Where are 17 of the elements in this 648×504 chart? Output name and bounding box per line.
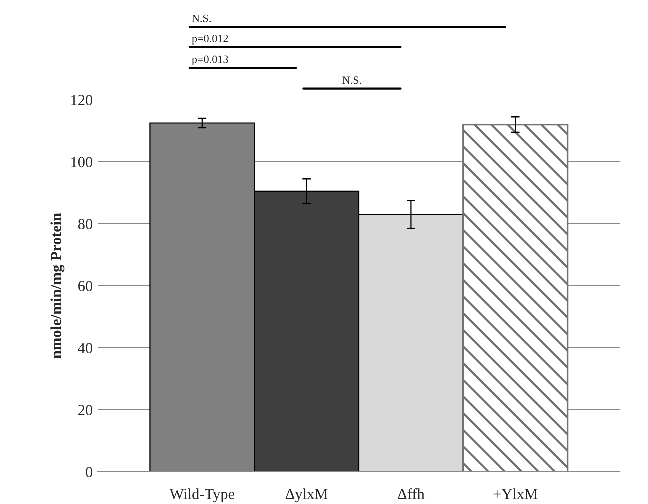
y-tick-label: 80 [78, 219, 93, 230]
y-axis-title: nmole/min/mg Protein [50, 213, 65, 359]
x-tick-label: ΔylxM [286, 488, 328, 503]
x-tick-label: Δffh [398, 488, 425, 500]
y-tick-label: 60 [78, 281, 93, 292]
bar [462, 124, 569, 472]
text: p=0.013 [192, 56, 228, 66]
x-tick-label: Wild-Type [170, 488, 235, 503]
y-tick-label: 0 [86, 467, 93, 478]
y-tick-label: 20 [78, 405, 93, 416]
text: N.S. [342, 76, 362, 84]
y-tick-label: 40 [78, 343, 93, 354]
text: N.S. [192, 14, 211, 22]
y-tick-label: 120 [72, 95, 93, 106]
text: p=0.012 [192, 34, 228, 45]
x-tick-label: +YlxM [494, 488, 538, 500]
y-tick-label: 100 [72, 157, 93, 168]
